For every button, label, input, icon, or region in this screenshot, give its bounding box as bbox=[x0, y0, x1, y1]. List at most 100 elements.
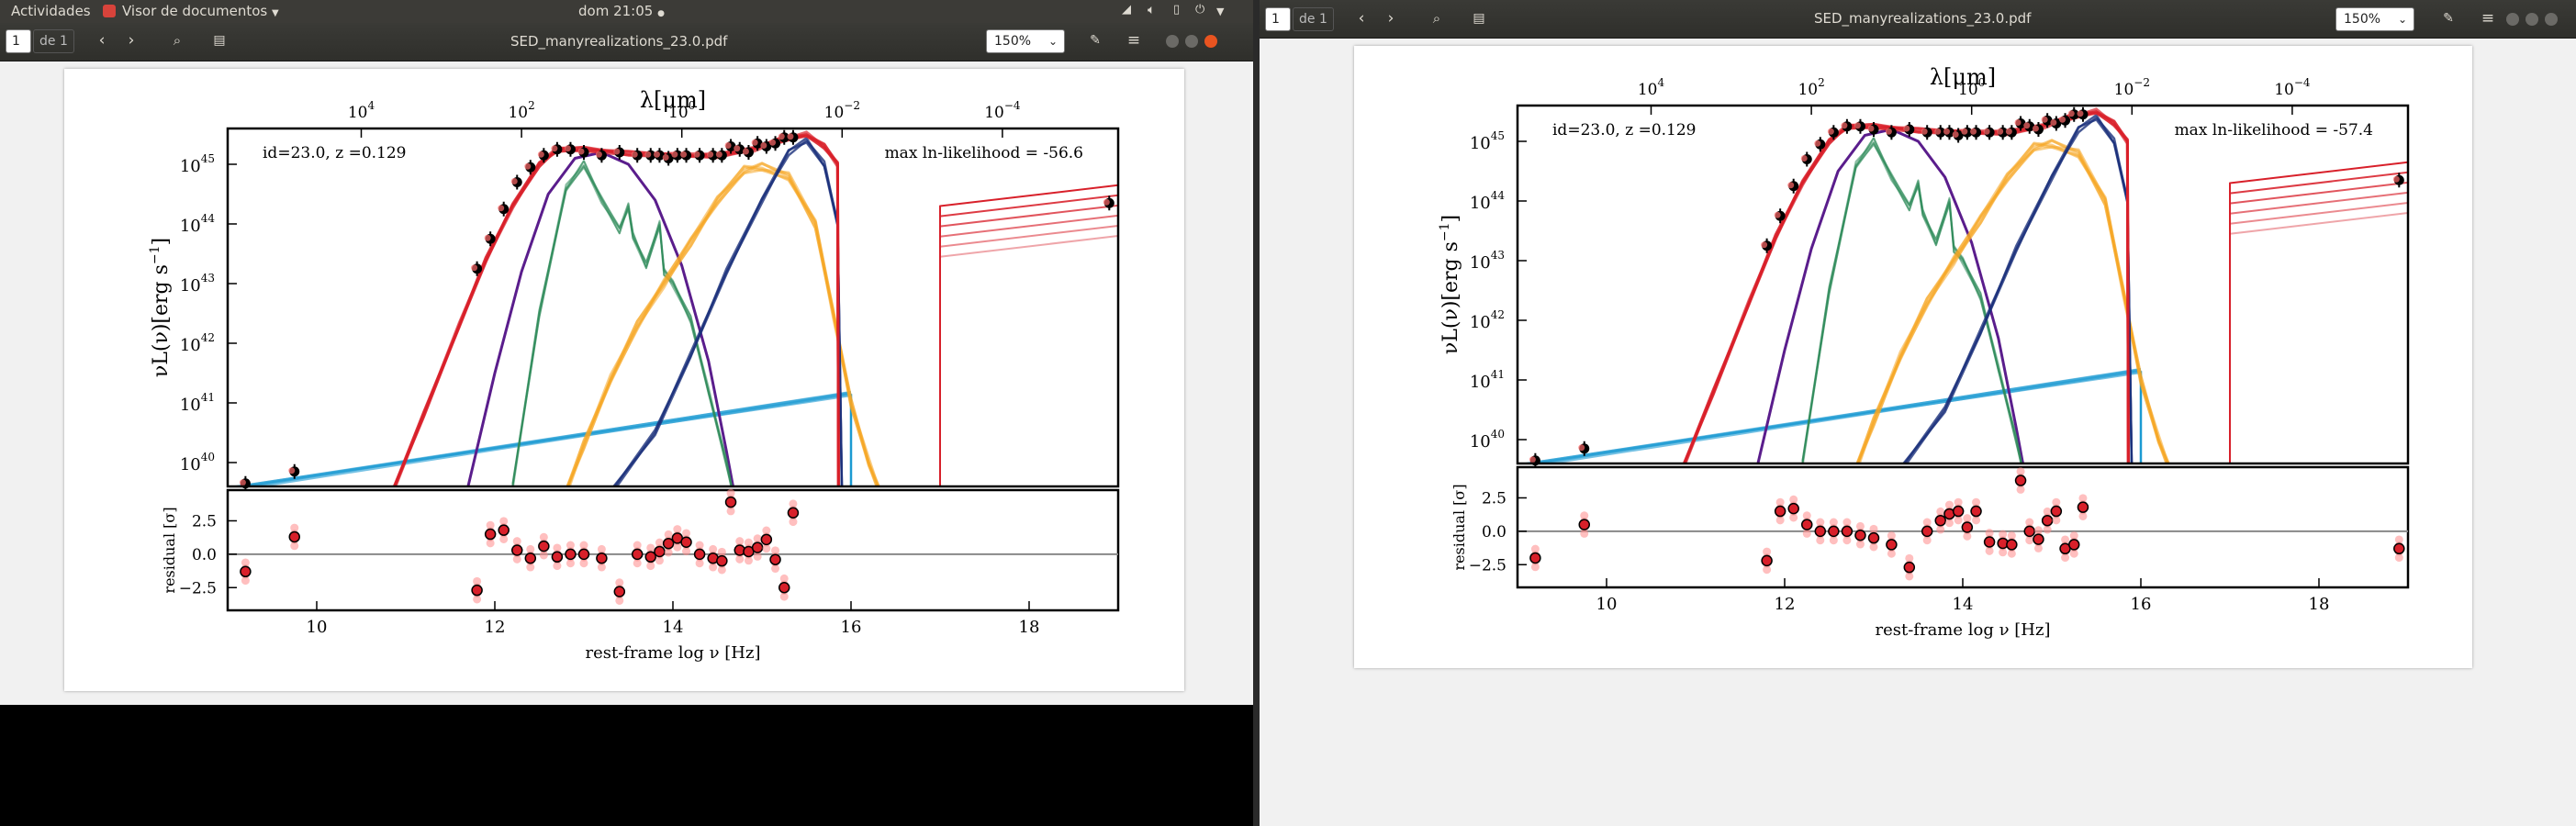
residual-point bbox=[1814, 525, 1827, 538]
data-point-realization bbox=[662, 154, 669, 161]
page-total: de 1 bbox=[1293, 7, 1334, 31]
left-viewer-window: Actividades Visor de documentos ▼ dom 21… bbox=[0, 0, 1253, 705]
close-button[interactable] bbox=[2545, 13, 2558, 26]
page-number-input[interactable]: 1 bbox=[1265, 7, 1291, 31]
residual-realization bbox=[633, 541, 642, 550]
annotate-icon[interactable]: ✎ bbox=[1090, 33, 1101, 48]
residual-realization bbox=[726, 507, 735, 516]
data-point-realization bbox=[1983, 128, 1990, 135]
next-page-button[interactable]: › bbox=[128, 31, 135, 50]
residual-realization bbox=[744, 556, 753, 565]
stellar-line bbox=[566, 165, 880, 486]
residual-realization bbox=[779, 574, 789, 583]
residual-realization bbox=[566, 541, 575, 550]
residual-point bbox=[2068, 539, 2080, 551]
top-tick-label: 10−2 bbox=[2114, 76, 2150, 99]
data-point-realization bbox=[1921, 128, 1928, 135]
battery-icon[interactable]: ▯ bbox=[1173, 3, 1181, 17]
data-point-realization bbox=[1885, 128, 1892, 135]
prev-page-button[interactable]: ‹ bbox=[98, 31, 106, 50]
top-tick-base: 10 bbox=[668, 104, 689, 122]
volume-icon[interactable]: 🔈︎ bbox=[1148, 3, 1156, 17]
minimize-button[interactable] bbox=[2506, 13, 2519, 26]
data-point-realization bbox=[239, 479, 246, 486]
top-tick-label: 10−2 bbox=[824, 99, 860, 122]
data-point-realization bbox=[2041, 116, 2048, 123]
zoom-select[interactable]: 150% ⌄ bbox=[2335, 7, 2414, 31]
data-point-realization bbox=[537, 151, 544, 158]
radio-line bbox=[249, 392, 852, 486]
page-total: de 1 bbox=[33, 29, 74, 53]
data-point-realization bbox=[787, 133, 794, 140]
network-icon[interactable]: ◢ bbox=[1122, 3, 1131, 17]
residual-realization bbox=[597, 544, 606, 553]
top-tick-exp: 2 bbox=[528, 99, 535, 112]
maximize-button[interactable] bbox=[1185, 35, 1198, 48]
clock[interactable]: dom 21:05 ● bbox=[578, 3, 665, 19]
y-tick-base: 10 bbox=[180, 157, 201, 176]
chevron-down-icon[interactable]: ▼ bbox=[1216, 6, 1225, 17]
y-axis-label: νL(ν)[erg s−1] bbox=[148, 238, 173, 377]
residual-point bbox=[471, 584, 483, 597]
id-label: id=23.0, z =0.129 bbox=[1552, 121, 1697, 140]
residual-realization bbox=[655, 538, 664, 547]
search-icon[interactable]: ⌕ bbox=[1432, 10, 1441, 27]
residual-point bbox=[1761, 554, 1773, 567]
data-point-realization bbox=[1934, 128, 1942, 135]
minimize-button[interactable] bbox=[1166, 35, 1179, 48]
top-axis-label: λ[μm] bbox=[1930, 64, 1996, 90]
total-line bbox=[1684, 107, 2130, 463]
close-button[interactable] bbox=[1204, 35, 1217, 48]
power-icon[interactable]: ⏻ bbox=[1195, 3, 1205, 17]
app-menu[interactable]: Visor de documentos ▼ bbox=[122, 3, 279, 19]
radio-line bbox=[230, 391, 852, 486]
residual-realization bbox=[2033, 543, 2043, 553]
annotate-icon[interactable]: ✎ bbox=[2443, 11, 2454, 26]
data-point-realization bbox=[1761, 241, 1768, 249]
y-tick-base: 10 bbox=[1470, 253, 1491, 273]
x-tick-label: 12 bbox=[485, 618, 506, 637]
residual-point bbox=[577, 548, 590, 561]
residual-point bbox=[778, 582, 790, 594]
data-point-realization bbox=[1867, 125, 1875, 132]
top-tick-exp: 4 bbox=[368, 99, 375, 112]
zoom-select[interactable]: 150% ⌄ bbox=[986, 29, 1065, 53]
y-tick-label: 1044 bbox=[1470, 189, 1506, 213]
y-tick-label: 1042 bbox=[180, 331, 215, 355]
y-tick-label: 1040 bbox=[180, 451, 215, 474]
residual-point bbox=[769, 553, 781, 565]
prev-page-button[interactable]: ‹ bbox=[1358, 9, 1365, 28]
y-axis-label-close: ] bbox=[1439, 215, 1462, 223]
total-line bbox=[1683, 110, 2130, 463]
y-tick-base: 10 bbox=[180, 396, 201, 415]
right-viewer-window: 1 de 1 ‹ › ⌕ ▤ SED_manyrealizations_23.0… bbox=[1260, 0, 2576, 826]
y-tick-base: 10 bbox=[180, 217, 201, 236]
sidebar-toggle-icon[interactable]: ▤ bbox=[1473, 11, 1485, 26]
y-axis-label-exp: −1 bbox=[148, 245, 162, 264]
y-tick-base: 10 bbox=[1470, 313, 1491, 332]
xray-line bbox=[939, 204, 1118, 486]
data-point-realization bbox=[671, 151, 678, 158]
maximize-button[interactable] bbox=[2526, 13, 2538, 26]
residual-tick-label: 2.5 bbox=[1482, 489, 1506, 508]
activities-button[interactable]: Actividades bbox=[11, 3, 91, 19]
residual-realization bbox=[1936, 525, 1945, 534]
menu-icon[interactable]: ≡ bbox=[1126, 31, 1141, 50]
residual-realization bbox=[744, 538, 753, 547]
y-tick-exp: 42 bbox=[201, 331, 215, 344]
data-point-realization bbox=[484, 234, 491, 241]
residual-realization bbox=[2052, 516, 2061, 525]
residual-realization bbox=[526, 563, 535, 572]
search-icon[interactable]: ⌕ bbox=[173, 32, 182, 49]
residual-realization bbox=[735, 554, 745, 564]
residual-realization bbox=[1985, 546, 1994, 555]
y-tick-base: 10 bbox=[1470, 432, 1491, 452]
next-page-button[interactable]: › bbox=[1387, 9, 1394, 28]
page-number-input[interactable]: 1 bbox=[6, 29, 31, 53]
residual-point bbox=[2050, 505, 2063, 518]
residual-realization bbox=[709, 563, 718, 572]
sidebar-toggle-icon[interactable]: ▤ bbox=[213, 33, 226, 48]
residual-realization bbox=[2025, 518, 2034, 527]
menu-icon[interactable]: ≡ bbox=[2481, 9, 2495, 28]
top-tick-base: 10 bbox=[348, 104, 368, 122]
